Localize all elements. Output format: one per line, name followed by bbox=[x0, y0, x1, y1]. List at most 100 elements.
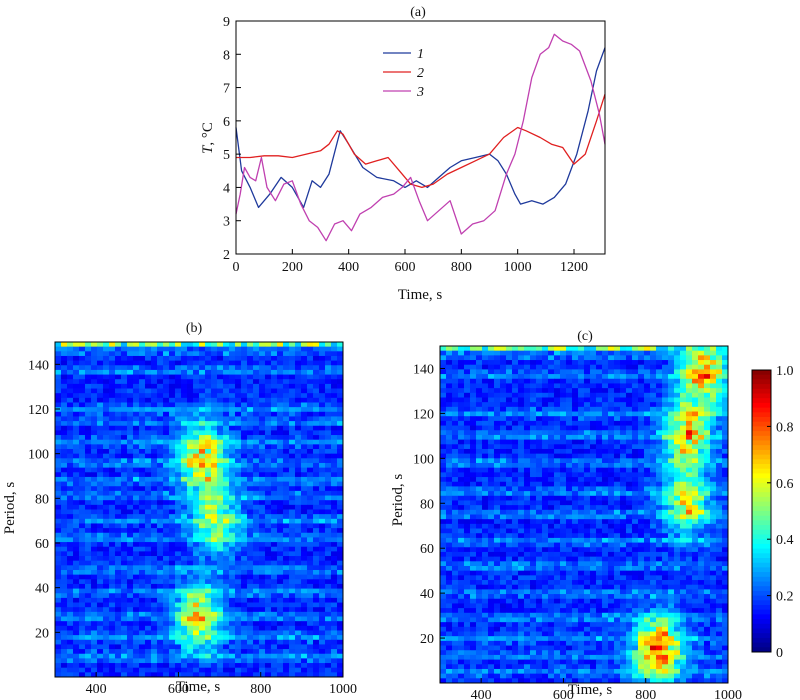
heatmap-b-cell bbox=[121, 607, 128, 613]
heatmap-c-cell bbox=[446, 360, 453, 366]
heatmap-c-cell bbox=[464, 369, 471, 375]
heatmap-c-cell bbox=[692, 444, 699, 450]
heatmap-b-cell bbox=[85, 514, 92, 520]
heatmap-b-cell bbox=[127, 565, 134, 571]
heatmap-b-cell bbox=[151, 667, 158, 673]
heatmap-b-cell bbox=[181, 663, 188, 669]
heatmap-c-cell bbox=[578, 350, 585, 356]
heatmap-b-cell bbox=[265, 430, 272, 436]
heatmap-b-cell bbox=[109, 672, 116, 678]
heatmap-b-cell bbox=[337, 639, 344, 645]
heatmap-b-cell bbox=[55, 467, 62, 473]
heatmap-b-cell bbox=[235, 635, 242, 641]
heatmap-b-cell bbox=[301, 407, 308, 413]
heatmap-b-cell bbox=[259, 383, 266, 389]
heatmap-c-cell bbox=[548, 402, 555, 408]
heatmap-c-cell bbox=[650, 355, 657, 361]
heatmap-b-cell bbox=[283, 495, 290, 501]
heatmap-b-cell bbox=[265, 374, 272, 380]
heatmap-b-cell bbox=[301, 611, 308, 617]
heatmap-b-cell bbox=[205, 514, 212, 520]
heatmap-b-cell bbox=[103, 616, 110, 622]
heatmap-b-cell bbox=[169, 435, 176, 441]
heatmap-b-cell bbox=[133, 560, 140, 566]
heatmap-b-cell bbox=[145, 569, 152, 576]
heatmap-c-cell bbox=[692, 392, 699, 398]
heatmap-c-cell bbox=[668, 411, 675, 417]
heatmap-b-cell bbox=[181, 597, 188, 603]
heatmap-b-cell bbox=[259, 556, 266, 562]
heatmap-b-cell bbox=[241, 639, 248, 645]
heatmap-b-cell bbox=[211, 355, 218, 362]
heatmap-b-cell bbox=[157, 355, 164, 362]
heatmap-b-cell bbox=[187, 500, 194, 506]
heatmap-b-cell bbox=[73, 528, 80, 534]
heatmap-b-cell bbox=[133, 397, 140, 403]
heatmap-c-cell bbox=[584, 448, 591, 455]
heatmap-c-cell bbox=[584, 374, 591, 380]
heatmap-c-cell bbox=[668, 364, 675, 370]
heatmap-c-cell bbox=[602, 439, 609, 445]
heatmap-b-cell bbox=[331, 644, 338, 650]
heatmap-c-cell bbox=[440, 402, 447, 408]
heatmap-c-cell bbox=[656, 481, 663, 487]
heatmap-c-cell bbox=[584, 481, 591, 487]
heatmap-b-cell bbox=[193, 444, 200, 450]
heatmap-b-cell bbox=[289, 663, 296, 669]
heatmap-b-cell bbox=[187, 383, 194, 389]
heatmap-b-cell bbox=[277, 435, 284, 441]
heatmap-c-cell bbox=[608, 364, 615, 370]
heatmap-b-cell bbox=[151, 486, 158, 492]
heatmap-b-cell bbox=[277, 569, 284, 576]
heatmap-b-cell bbox=[319, 639, 326, 645]
heatmap-b-cell bbox=[307, 551, 314, 557]
heatmap-b-cell bbox=[277, 546, 284, 552]
heatmap-b-cell bbox=[181, 523, 188, 529]
heatmap-b-cell bbox=[301, 579, 308, 585]
heatmap-b-cell bbox=[235, 486, 242, 492]
heatmap-c-cell bbox=[644, 434, 651, 441]
heatmap-b-cell bbox=[181, 476, 188, 482]
heatmap-c-cell bbox=[458, 472, 465, 478]
heatmap-b-cell bbox=[241, 621, 248, 627]
heatmap-b-cell bbox=[109, 528, 116, 534]
heatmap-b-cell bbox=[103, 611, 110, 617]
heatmap-b-cell bbox=[331, 397, 338, 403]
heatmap-b-cell bbox=[205, 360, 212, 366]
heatmap-b-cell bbox=[265, 644, 272, 650]
heatmap-b-cell bbox=[277, 621, 284, 627]
heatmap-b-cell bbox=[55, 435, 62, 441]
heatmap-c-cell bbox=[614, 420, 621, 426]
heatmap-c-cell bbox=[608, 397, 615, 403]
heatmap-c-cell bbox=[518, 369, 525, 375]
heatmap-b-cell bbox=[157, 351, 164, 357]
heatmap-b-cell bbox=[253, 411, 260, 417]
heatmap-b-cell bbox=[295, 383, 302, 389]
heatmap-b-cell bbox=[61, 351, 68, 357]
heatmap-b-cell bbox=[217, 546, 224, 552]
heatmap-b-cell bbox=[187, 556, 194, 562]
heatmap-c-cell bbox=[476, 467, 483, 473]
heatmap-c-cell bbox=[602, 406, 609, 412]
heatmap-c-cell bbox=[674, 463, 681, 469]
heatmap-b-cell bbox=[55, 514, 62, 520]
heatmap-b-cell bbox=[259, 569, 266, 576]
heatmap-b-cell bbox=[223, 514, 230, 520]
heatmap-c-cell bbox=[470, 416, 477, 422]
heatmap-b-cell bbox=[61, 532, 68, 538]
heatmap-b-cell bbox=[325, 672, 332, 678]
heatmap-b-cell bbox=[259, 630, 266, 636]
heatmap-b-cell bbox=[103, 574, 110, 580]
heatmap-b-cell bbox=[103, 658, 110, 664]
heatmap-b-cell bbox=[79, 397, 86, 403]
heatmap-c-cell bbox=[620, 481, 627, 487]
heatmap-c-cell bbox=[638, 420, 645, 426]
heatmap-b-cell bbox=[175, 435, 182, 441]
heatmap-b-cell bbox=[295, 402, 302, 408]
panel-a-ylabel-symbol: T bbox=[200, 144, 216, 154]
heatmap-b-cell bbox=[175, 523, 182, 529]
heatmap-b-cell bbox=[319, 635, 326, 641]
heatmap-b-cell bbox=[277, 649, 284, 655]
heatmap-b-cell bbox=[109, 644, 116, 650]
heatmap-c-cell bbox=[680, 350, 687, 356]
